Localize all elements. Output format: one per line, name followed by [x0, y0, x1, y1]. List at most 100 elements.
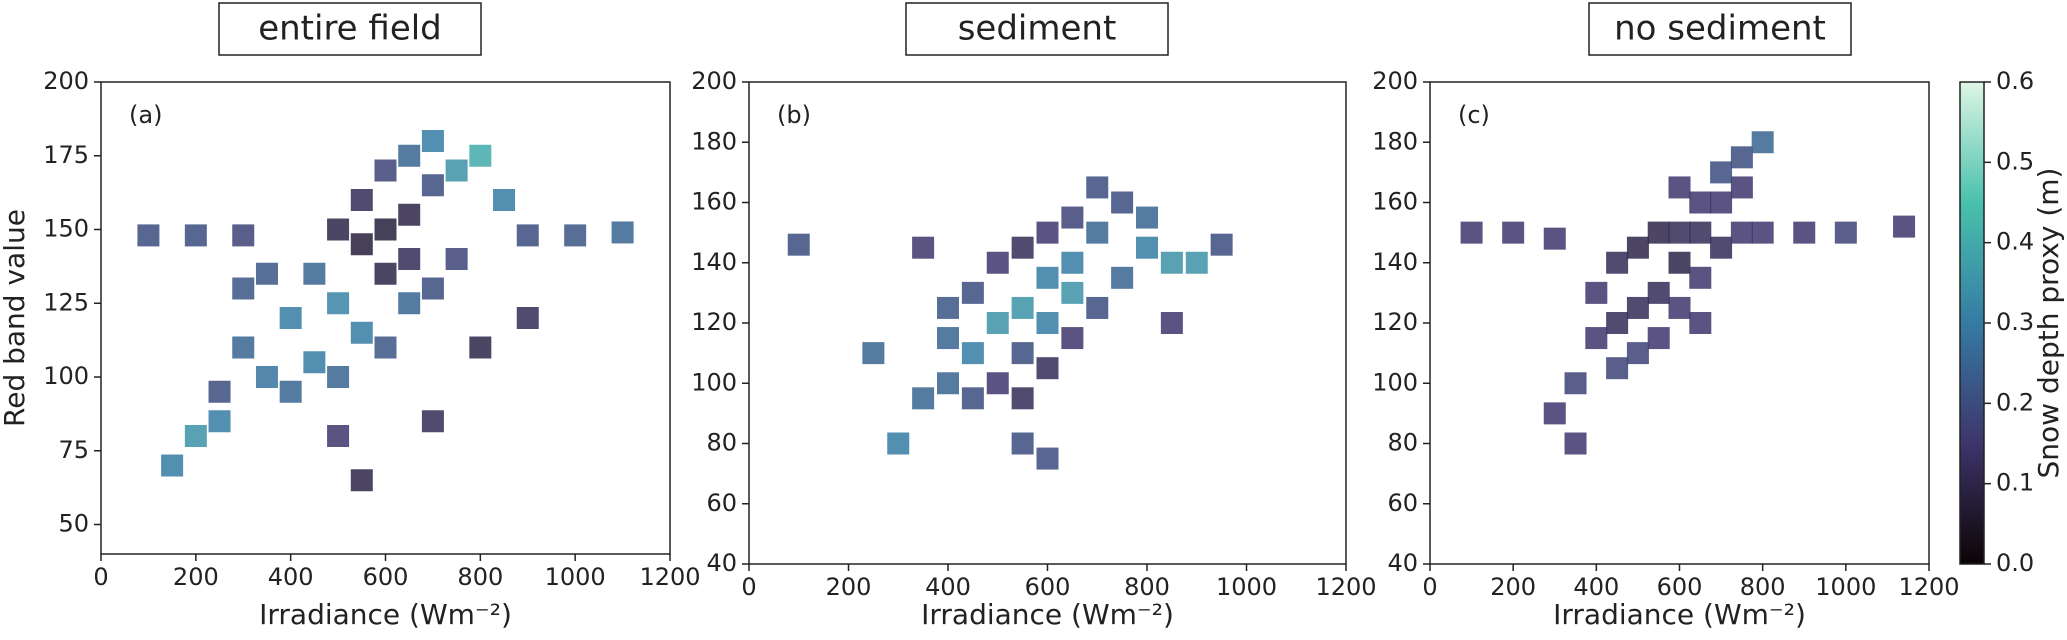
density-cell	[1086, 176, 1109, 199]
y-tick-label: 175	[43, 141, 89, 169]
density-cell	[986, 372, 1009, 395]
density-cell	[1793, 221, 1816, 244]
density-cell	[961, 281, 984, 304]
density-cell	[1011, 387, 1034, 410]
y-tick-label: 100	[1372, 368, 1418, 396]
density-cell	[208, 380, 231, 403]
x-axis-label: Irradiance (Wm⁻²)	[1553, 598, 1806, 631]
density-cell	[1502, 221, 1525, 244]
density-cell	[327, 218, 350, 241]
x-tick-label: 1000	[1216, 573, 1277, 601]
density-cell	[1185, 251, 1208, 274]
density-cell	[1689, 312, 1712, 334]
density-cell	[493, 189, 516, 211]
y-tick-label: 125	[43, 288, 89, 316]
x-tick-label: 600	[1025, 573, 1071, 601]
x-axis-label: Irradiance (Wm⁻²)	[259, 598, 512, 631]
density-cell	[516, 224, 539, 247]
y-tick-label: 160	[691, 188, 737, 216]
density-cell	[1647, 281, 1670, 304]
x-axis-label: Irradiance (Wm⁻²)	[921, 598, 1174, 631]
y-tick-label: 80	[706, 429, 737, 457]
density-cell	[1585, 281, 1608, 304]
density-cell	[516, 307, 539, 329]
density-cell	[986, 312, 1009, 334]
density-cell	[961, 342, 984, 365]
density-cell	[937, 327, 959, 350]
title-box	[1588, 2, 1852, 56]
density-cell	[787, 233, 810, 256]
panel-title: entire field	[258, 9, 442, 49]
y-tick-label: 80	[1387, 429, 1418, 457]
y-axis-label: Red band value	[0, 209, 31, 427]
colorbar-tick-label: 0.3	[1996, 308, 2034, 336]
y-tick-label: 60	[706, 489, 737, 517]
density-cell	[350, 469, 373, 492]
colorbar-tick-label: 0.4	[1996, 228, 2034, 256]
density-cell	[1460, 221, 1483, 244]
density-cell	[1543, 227, 1566, 250]
density-cell	[279, 380, 302, 403]
y-tick-label: 160	[1372, 188, 1418, 216]
density-cell	[1751, 131, 1774, 154]
colorbar-tick-label: 0.5	[1996, 147, 2034, 175]
density-cell	[1011, 296, 1034, 319]
panel-title: no sediment	[1614, 9, 1826, 49]
density-cell	[350, 189, 373, 211]
colorbar-label: Snow depth proxy (m)	[2032, 168, 2065, 479]
x-tick-label: 400	[268, 563, 314, 591]
density-cell	[398, 144, 421, 167]
density-cell	[374, 262, 397, 285]
density-cell	[1564, 432, 1587, 455]
density-cell	[1668, 221, 1691, 244]
y-tick-label: 200	[1372, 67, 1418, 95]
density-cell	[1036, 312, 1059, 334]
density-cell	[1061, 251, 1084, 274]
panel-label: (c)	[1458, 101, 1490, 129]
y-tick-label: 120	[1372, 308, 1418, 336]
density-cell	[1730, 176, 1753, 199]
density-cell	[1111, 191, 1134, 214]
density-cell	[986, 251, 1009, 274]
density-cell	[421, 174, 444, 197]
y-tick-label: 200	[43, 67, 89, 95]
density-cell	[421, 130, 444, 152]
density-cell	[161, 454, 184, 477]
y-tick-label: 200	[691, 67, 737, 95]
title-box	[218, 2, 482, 56]
density-cell	[1668, 251, 1691, 274]
density-cell	[1626, 342, 1649, 365]
x-tick-label: 800	[1740, 573, 1786, 601]
density-cell	[1647, 221, 1670, 244]
density-cell	[1710, 236, 1733, 259]
density-cell	[1606, 251, 1629, 274]
density-cell	[469, 336, 492, 359]
density-cell	[1606, 312, 1629, 334]
y-tick-label: 60	[1387, 489, 1418, 517]
plot-background	[1430, 82, 1929, 564]
density-cell	[564, 224, 587, 247]
density-cell	[1036, 447, 1059, 470]
y-tick-label: 120	[691, 308, 737, 336]
density-cell	[1036, 357, 1059, 380]
colorbar-tick-label: 0.0	[1996, 549, 2034, 577]
density-cell	[374, 159, 397, 182]
density-cell	[398, 292, 421, 315]
density-cell	[1136, 236, 1158, 259]
density-cell	[184, 224, 207, 247]
density-cell	[1543, 402, 1566, 425]
density-cell	[445, 248, 468, 270]
x-tick-label: 800	[457, 563, 503, 591]
density-cell	[184, 425, 207, 447]
density-cell	[1689, 266, 1712, 289]
density-cell	[1834, 221, 1857, 244]
plot-background	[101, 82, 670, 554]
density-cell	[1689, 191, 1712, 214]
x-tick-label: 1000	[1815, 573, 1876, 601]
x-tick-label: 200	[1490, 573, 1536, 601]
density-cell	[445, 159, 468, 182]
colorbar-tick-label: 0.1	[1996, 469, 2034, 497]
density-cell	[1061, 281, 1084, 304]
x-tick-label: 400	[925, 573, 971, 601]
